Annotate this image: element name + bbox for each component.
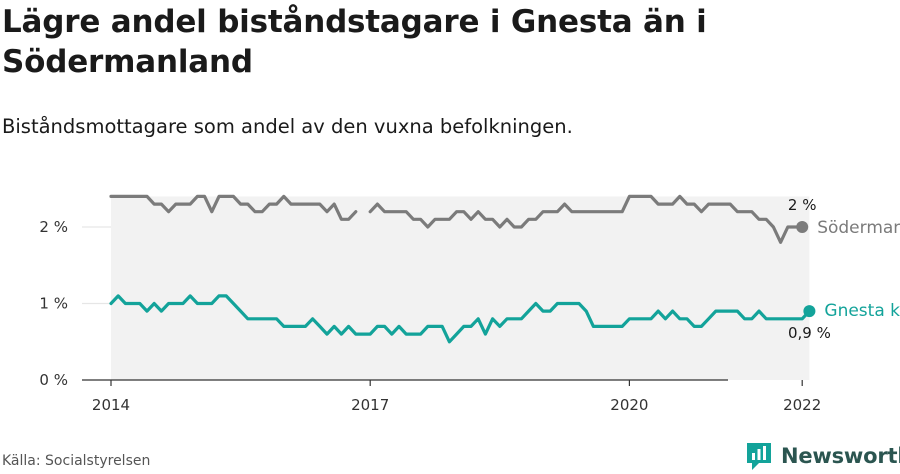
y-tick-label: 0 %	[39, 371, 68, 389]
newsworthy-logo-icon	[747, 443, 771, 470]
chart-subtitle: Biståndsmottagare som andel av den vuxna…	[2, 115, 573, 138]
x-tick-label: 2014	[92, 396, 130, 414]
y-tick-label: 1 %	[39, 295, 68, 313]
chart-background-band	[111, 196, 810, 380]
label-layer: Södermanlands län Gnesta kommun 2 % 0,9 %	[788, 196, 900, 342]
y-tick-label: 2 %	[39, 218, 68, 236]
brand-logo: Newsworthy	[745, 441, 900, 471]
chart-title: Lägre andel biståndstagare i Gnesta än i…	[2, 4, 707, 80]
gnesta-end-point	[803, 305, 816, 318]
sodermanland-line	[368, 194, 804, 244]
sodermanland-end-point	[796, 221, 809, 233]
source-note: Källa: Socialstyrelsen	[2, 453, 151, 469]
series-label-gnesta: Gnesta kommun	[824, 301, 900, 321]
series-label-sodermanland: Södermanlands län	[817, 218, 900, 238]
band-layer	[111, 196, 810, 380]
value-label-gnesta: 0,9 %	[788, 324, 831, 342]
sodermanland-line	[109, 194, 358, 221]
x-tick-label: 2017	[351, 396, 389, 414]
axis-layer: 0 % 1 % 2 % 2014 2017 2020 2022	[39, 218, 821, 414]
brand-name: Newsworthy	[781, 444, 900, 468]
series-layer	[109, 194, 816, 344]
x-tick-label: 2022	[783, 396, 821, 414]
value-label-sodermanland: 2 %	[788, 196, 817, 214]
x-tick-label: 2020	[610, 396, 648, 414]
gnesta-line	[109, 294, 811, 344]
